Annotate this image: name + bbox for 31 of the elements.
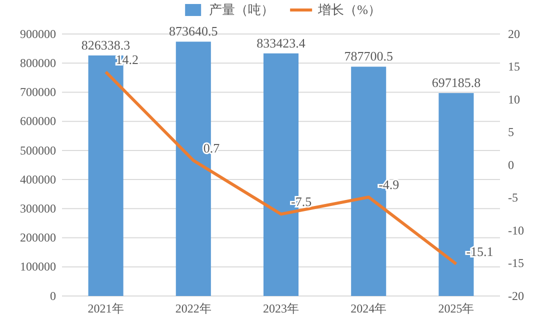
y2-tick-label: -15 bbox=[508, 256, 524, 270]
legend-label: 产量（吨） bbox=[209, 2, 274, 17]
y2-tick-label: 0 bbox=[508, 158, 514, 172]
data-label: 826338.3 bbox=[81, 37, 130, 52]
x-tick-label: 2024年 bbox=[350, 302, 387, 316]
y-tick-label: 600000 bbox=[20, 114, 56, 128]
y2-tick-label: -10 bbox=[508, 223, 524, 238]
y-tick-label: 0 bbox=[50, 288, 56, 303]
data-label: 787700.5 bbox=[344, 48, 393, 64]
y-tick-label: 800000 bbox=[20, 56, 56, 70]
y-tick-label: 900000 bbox=[20, 26, 56, 41]
x-tick-label: 2021年 bbox=[88, 302, 124, 316]
y2-tick-label: 10 bbox=[508, 92, 520, 106]
y2-tick-label: -20 bbox=[508, 288, 524, 303]
y-tick-label: 200000 bbox=[20, 230, 56, 245]
y-tick-label: 400000 bbox=[20, 172, 56, 186]
x-tick-label: 2023年 bbox=[263, 302, 299, 316]
data-label: 873640.5 bbox=[169, 24, 218, 39]
y-tick-label: 100000 bbox=[20, 260, 56, 274]
data-label: 833423.4 bbox=[256, 35, 306, 50]
y2-tick-label: 20 bbox=[508, 26, 520, 41]
y-tick-label: 300000 bbox=[20, 202, 56, 216]
y2-tick-label: 5 bbox=[508, 125, 514, 140]
y-tick-label: 500000 bbox=[20, 143, 56, 158]
legend-label: 增长（%） bbox=[317, 2, 381, 17]
x-tick-label: 2022年 bbox=[175, 302, 212, 316]
x-tick-label: 2025年 bbox=[438, 302, 474, 316]
y2-tick-label: 15 bbox=[508, 60, 520, 74]
y2-tick-label: -5 bbox=[508, 190, 518, 205]
y-tick-label: 700000 bbox=[20, 85, 56, 100]
data-label: 697185.8 bbox=[432, 75, 481, 90]
